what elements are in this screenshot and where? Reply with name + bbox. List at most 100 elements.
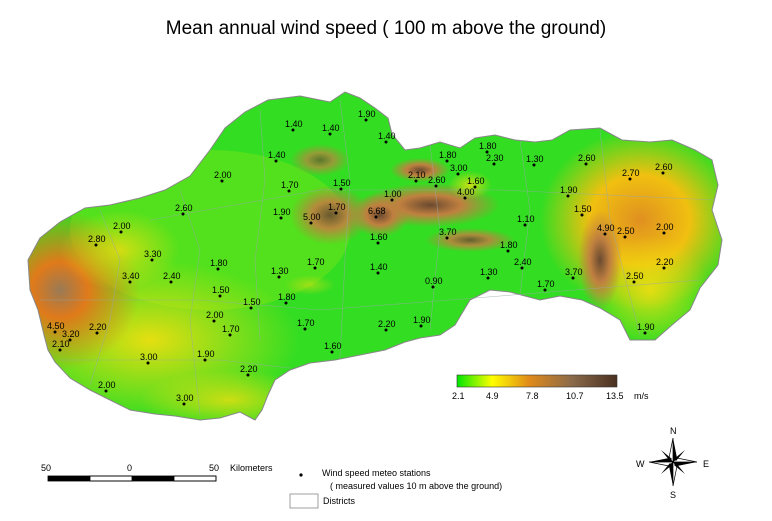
station-value: 2.10	[52, 339, 70, 349]
station-marker: 3.20	[62, 329, 80, 342]
station-value: 1.90	[637, 322, 655, 332]
station-marker: 1.80	[278, 292, 296, 305]
station-value: 1.50	[212, 285, 230, 295]
scale-bar: 50 0 50 Kilometers	[41, 463, 273, 482]
scale-unit: Kilometers	[230, 463, 273, 473]
station-value: 2.20	[240, 364, 258, 374]
station-dot	[339, 187, 343, 191]
station-value: 3.00	[450, 163, 468, 173]
station-value: 2.40	[514, 257, 532, 267]
station-marker: 1.40	[285, 119, 303, 132]
station-value: 1.30	[271, 266, 289, 276]
station-marker: 1.70	[537, 279, 555, 292]
station-dot	[445, 236, 449, 240]
station-dot	[520, 266, 524, 270]
colorbar-unit: m/s	[634, 391, 649, 401]
station-value: 3.70	[439, 227, 457, 237]
station-marker: 2.00	[98, 380, 116, 393]
station-marker: 1.00	[384, 189, 402, 202]
station-dot	[249, 306, 253, 310]
station-value: 1.90	[413, 315, 431, 325]
station-dot	[203, 358, 207, 362]
station-dot	[566, 194, 570, 198]
station-dot	[603, 232, 607, 236]
station-dot	[643, 331, 647, 335]
colorbar-gradient	[456, 374, 618, 388]
station-value: 4.90	[597, 223, 615, 233]
station-dot	[662, 231, 666, 235]
station-marker: 3.70	[565, 267, 583, 280]
station-dot	[284, 301, 288, 305]
station-dot	[94, 243, 98, 247]
station-marker: 3.00	[450, 163, 468, 176]
station-marker: 2.10	[52, 339, 70, 352]
station-value: 3.40	[122, 271, 140, 281]
station-dot	[662, 266, 666, 270]
station-dot	[119, 230, 123, 234]
station-marker: 2.40	[163, 271, 181, 284]
colorbar-tick: 7.8	[526, 391, 539, 401]
station-dot	[390, 198, 394, 202]
station-marker: 3.30	[144, 249, 162, 262]
station-dot	[532, 163, 536, 167]
station-marker: 3.40	[122, 271, 140, 284]
station-dot	[313, 266, 317, 270]
station-marker: 2.00	[113, 221, 131, 234]
station-value: 2.50	[617, 226, 635, 236]
scale-label: 50	[41, 463, 51, 473]
station-value: 2.00	[113, 221, 131, 231]
station-dot	[182, 402, 186, 406]
station-value: 0.90	[425, 276, 443, 286]
station-value: 2.60	[428, 175, 446, 185]
station-dot	[445, 159, 449, 163]
station-dot	[303, 327, 307, 331]
station-dot	[632, 280, 636, 284]
station-value: 2.80	[88, 234, 106, 244]
station-value: 4.00	[457, 187, 475, 197]
station-marker: 1.70	[222, 324, 240, 337]
station-marker: 3.00	[140, 352, 158, 365]
station-marker: 1.30	[480, 267, 498, 280]
station-dot	[330, 350, 334, 354]
station-marker: 2.60	[175, 203, 193, 216]
station-value: 2.60	[655, 162, 673, 172]
colorbar-tick: 2.1	[452, 391, 465, 401]
station-value: 1.60	[467, 176, 485, 186]
station-value: 1.00	[384, 189, 402, 199]
station-dot	[580, 213, 584, 217]
station-value: 1.70	[297, 318, 315, 328]
station-dot	[434, 184, 438, 188]
legend-stations-line1: Wind speed meteo stations	[322, 468, 431, 478]
station-value: 2.70	[622, 168, 640, 178]
station-marker: 1.50	[574, 204, 592, 217]
station-marker: 1.70	[281, 180, 299, 193]
station-dot	[128, 280, 132, 284]
station-dot	[287, 189, 291, 193]
station-marker: 2.20	[378, 319, 396, 332]
station-marker: 1.50	[333, 178, 351, 191]
compass-e: E	[703, 459, 709, 469]
station-value: 1.30	[480, 267, 498, 277]
station-value: 1.80	[500, 240, 518, 250]
legend-districts: Districts	[323, 496, 355, 506]
station-value: 1.50	[333, 178, 351, 188]
station-marker: 1.60	[370, 232, 388, 245]
station-marker: 2.60	[655, 162, 673, 175]
station-dot	[543, 288, 547, 292]
station-marker: 1.30	[271, 266, 289, 279]
station-value: 1.30	[526, 154, 544, 164]
station-marker: 2.00	[656, 222, 674, 235]
station-dot	[146, 361, 150, 365]
station-marker: 1.90	[413, 315, 431, 328]
station-marker: 2.10	[408, 170, 426, 183]
station-value: 1.60	[324, 341, 342, 351]
station-dot	[328, 132, 332, 136]
station-value: 1.10	[517, 214, 535, 224]
station-value: 2.20	[656, 257, 674, 267]
station-value: 4.50	[47, 321, 65, 331]
station-marker: 1.60	[467, 176, 485, 189]
station-marker: 4.90	[597, 223, 615, 236]
station-value: 1.70	[307, 257, 325, 267]
station-marker: 2.60	[578, 153, 596, 166]
